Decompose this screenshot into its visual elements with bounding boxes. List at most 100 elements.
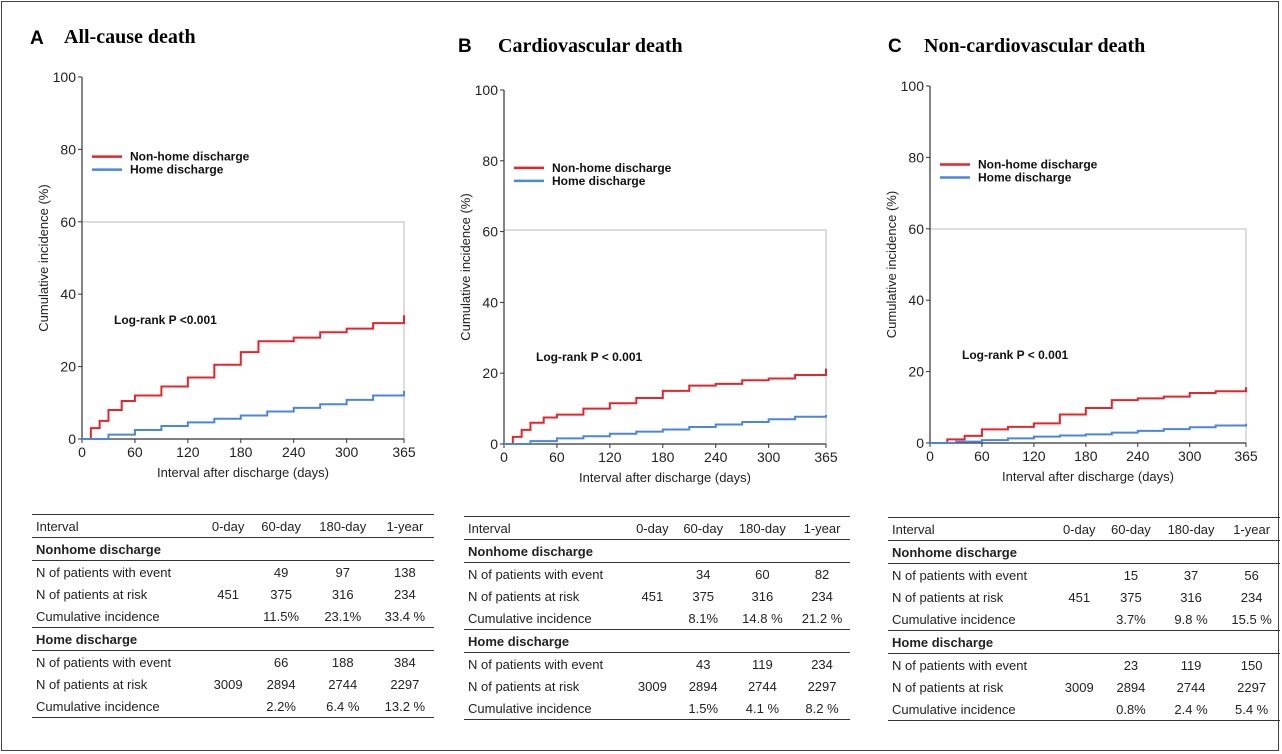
table-header-cell: 180-day bbox=[1158, 517, 1224, 541]
y-tick-label: 60 bbox=[482, 224, 498, 240]
table-cell: 2744 bbox=[328, 676, 358, 692]
x-tick-label: 120 bbox=[1022, 448, 1046, 464]
table-cell: 8.2 % bbox=[794, 697, 850, 720]
table-row-label: N of patients at risk bbox=[892, 679, 1004, 695]
table-cell bbox=[203, 605, 253, 628]
table-cell: 5.4 % bbox=[1223, 698, 1280, 721]
x-tick-label: 240 bbox=[1126, 448, 1150, 464]
table-group-label: Home discharge bbox=[888, 630, 1280, 654]
table-cell: 2297 bbox=[1237, 679, 1267, 695]
km-plot-a: A All-cause death 0 20 40 60 80 100 0 60 120 180 2… bbox=[30, 26, 416, 480]
table-cell: 2.4 % bbox=[1158, 698, 1224, 721]
table-header-cell: Interval bbox=[32, 514, 204, 538]
y-axis-title: Cumulative incidence (%) bbox=[884, 191, 899, 338]
x-tick-label: 120 bbox=[598, 449, 622, 465]
table-cell: 2.2% bbox=[252, 695, 310, 718]
table-header-cell: 60-day bbox=[675, 516, 731, 540]
table-row-label: Cumulative incidence bbox=[32, 605, 204, 628]
table-cell: 8.1% bbox=[675, 607, 731, 630]
x-tick-label: 300 bbox=[335, 444, 359, 460]
log-rank-annotation: Log-rank P < 0.001 bbox=[536, 350, 642, 364]
table-cell: 13.2 % bbox=[375, 695, 434, 718]
table-cell: 2744 bbox=[747, 678, 777, 694]
table-header-row: Interval 0-day 60-day 180-day 1-year bbox=[888, 517, 1280, 541]
y-axis-title: Cumulative incidence (%) bbox=[36, 184, 51, 331]
table-group-row: Home discharge bbox=[464, 629, 850, 653]
table-row: N of patients with event 15 37 56 bbox=[888, 564, 1280, 587]
table-cell: 119 bbox=[1180, 657, 1202, 673]
table-cell: 2744 bbox=[1176, 679, 1206, 695]
table-header-cell: 1-year bbox=[375, 514, 434, 538]
table-group-label: Nonhome discharge bbox=[464, 539, 850, 563]
table-row: Cumulative incidence 2.2% 6.4 % 13.2 % bbox=[32, 695, 434, 718]
table-row: N of patients at risk 3009 2894 2744 2297 bbox=[32, 673, 434, 695]
table-row-label: N of patients with event bbox=[892, 657, 1028, 673]
log-rank-annotation: Log-rank P <0.001 bbox=[114, 313, 217, 327]
table-cell: 234 bbox=[811, 588, 833, 604]
table-row-label: Cumulative incidence bbox=[888, 698, 1056, 721]
table-cell: 34 bbox=[695, 566, 711, 582]
table-cell: 119 bbox=[752, 656, 773, 672]
plot-frame bbox=[930, 228, 1247, 443]
table-cell: 316 bbox=[1180, 589, 1202, 605]
x-tick-label: 300 bbox=[1178, 448, 1202, 464]
legend-label-home: Home discharge bbox=[978, 171, 1072, 185]
table-cell: 188 bbox=[331, 654, 354, 670]
table-row-label: Cumulative incidence bbox=[888, 608, 1056, 631]
table-cell: 150 bbox=[1240, 657, 1263, 673]
x-tick-label: 60 bbox=[127, 444, 143, 460]
table-row: N of patients with event 49 97 138 bbox=[32, 561, 434, 584]
y-tick-label: 0 bbox=[916, 435, 924, 451]
table-group-label: Nonhome discharge bbox=[888, 540, 1280, 564]
legend-label-nonhome: Non-home discharge bbox=[552, 161, 672, 175]
table-cell bbox=[204, 651, 253, 674]
table-cell: 384 bbox=[394, 654, 416, 670]
table-group-row: Home discharge bbox=[32, 627, 434, 651]
table-cell: 21.2 % bbox=[794, 607, 850, 630]
table-row: N of patients with event 66 188 384 bbox=[32, 651, 434, 674]
table-header-cell: 180-day bbox=[730, 516, 795, 540]
table-header-cell: 1-year bbox=[1223, 517, 1280, 541]
panel-a: A All-cause death 0 20 40 60 80 100 0 60 120 180 2… bbox=[2, 2, 434, 752]
table-cell: 3009 bbox=[637, 678, 667, 694]
x-tick-label: 365 bbox=[814, 449, 838, 465]
table-header-cell: 180-day bbox=[309, 514, 376, 538]
table-cell: 37 bbox=[1183, 567, 1199, 583]
table-cell bbox=[629, 653, 676, 676]
table-row: Cumulative incidence 0.8% 2.4 % 5.4 % bbox=[888, 698, 1280, 721]
table-group-row: Nonhome discharge bbox=[888, 540, 1280, 564]
table-cell: 82 bbox=[814, 566, 830, 582]
table-cell: 3009 bbox=[213, 676, 243, 692]
table-row-label: N of patients at risk bbox=[36, 586, 148, 602]
x-tick-label: 120 bbox=[176, 444, 200, 460]
y-tick-label: 80 bbox=[482, 153, 498, 169]
table-row: N of patients at risk 451 375 316 234 bbox=[32, 583, 434, 605]
panel-c: C Non-cardiovascular death 0 20 40 60 80 100 0… bbox=[854, 2, 1280, 752]
series-line-home bbox=[930, 423, 1247, 444]
x-tick-label: 300 bbox=[757, 449, 781, 465]
y-tick-label: 40 bbox=[482, 294, 498, 310]
x-axis-title: Interval after discharge (days) bbox=[157, 465, 329, 480]
legend-label-nonhome: Non-home discharge bbox=[978, 158, 1098, 172]
table-header-cell: 0-day bbox=[203, 514, 253, 538]
x-tick-label: 180 bbox=[651, 449, 675, 465]
x-axis-title: Interval after discharge (days) bbox=[579, 470, 751, 485]
table-cell: 2894 bbox=[1116, 679, 1146, 695]
series-line-nonhome bbox=[82, 315, 405, 440]
table-header-row: Interval 0-day 60-day 180-day 1-year bbox=[32, 514, 434, 538]
km-plot-b: B Cardiovascular death 0 20 40 60 80 100 0 60 12… bbox=[458, 35, 838, 485]
table-cell: 66 bbox=[273, 654, 289, 670]
table-cell: 375 bbox=[1120, 589, 1142, 605]
table-row: N of patients at risk 451 375 316 234 bbox=[888, 586, 1280, 608]
table-header-cell: Interval bbox=[888, 517, 1056, 541]
x-tick-label: 365 bbox=[1234, 448, 1258, 464]
y-tick-label: 100 bbox=[901, 78, 925, 94]
plot-frame bbox=[504, 229, 827, 444]
table-header-row: Interval 0-day 60-day 180-day 1-year bbox=[464, 516, 850, 540]
table-group-row: Nonhome discharge bbox=[32, 537, 434, 561]
table-row: Cumulative incidence 3.7% 9.8 % 15.5 % bbox=[888, 608, 1280, 631]
table-row: N of patients at risk 3009 2894 2744 2297 bbox=[464, 675, 850, 697]
table-cell: 4.1 % bbox=[730, 697, 795, 720]
